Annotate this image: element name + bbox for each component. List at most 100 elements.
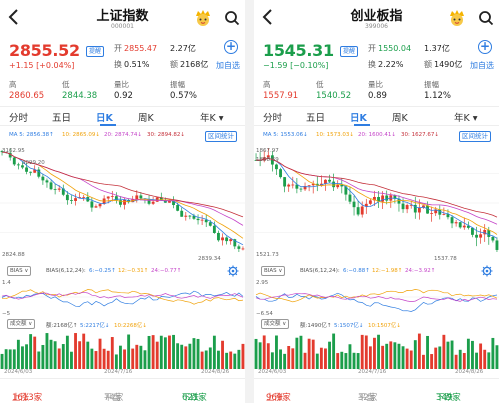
candle — [266, 155, 270, 158]
bias-chart[interactable]: 1.4 −5 — [0, 277, 245, 317]
candle — [495, 240, 499, 250]
tab-weekly-k[interactable]: 周K — [138, 113, 154, 124]
ratio-label: 量比 — [114, 80, 129, 89]
tab-five-day[interactable]: 五日 — [306, 113, 326, 124]
mascot-icon[interactable] — [194, 9, 212, 27]
gear-icon[interactable] — [227, 265, 239, 277]
volume-stat: 2.27亿 — [170, 44, 196, 53]
volume-bar — [57, 348, 61, 369]
alert-badge[interactable]: 提醒 — [340, 46, 359, 57]
axis-max-label: 1867.97 — [256, 148, 279, 154]
volume-bar — [110, 337, 114, 369]
candle — [114, 196, 118, 201]
volume-bar — [241, 343, 245, 369]
volume-selector[interactable]: 成交额 ∨ — [7, 319, 36, 329]
candle — [422, 205, 425, 208]
tab-daily-k[interactable]: 日K — [96, 113, 113, 124]
ratio-value: 0.89 — [368, 91, 387, 101]
period-low-label: 2839.34 — [198, 256, 221, 262]
volume-bar — [37, 351, 41, 369]
candle — [188, 215, 192, 217]
volume-ma10: 10:2268亿↓ — [114, 323, 147, 329]
bias-chart[interactable]: 2.95 −6.54 — [254, 277, 499, 317]
market-breadth: 上涨 969家 平盘 32家 下跌 349家 — [254, 378, 499, 403]
candle — [151, 201, 155, 204]
plus-circle-icon[interactable]: + — [478, 39, 492, 54]
volume-bar — [0, 353, 4, 369]
candle — [336, 184, 340, 188]
range-stats-button[interactable]: 区间统计 — [459, 131, 491, 142]
tab-five-day[interactable]: 五日 — [52, 113, 72, 124]
alert-badge[interactable]: 提醒 — [86, 46, 105, 57]
market-breadth: 上涨 1613家 平盘 74家 下跌 621家 — [0, 378, 245, 403]
volume-bar — [307, 338, 311, 369]
volume-bar — [192, 338, 196, 369]
date-axis: 2024/6/03 2024/7/16 2024/8/26 — [0, 369, 245, 377]
volume-bar — [303, 352, 307, 369]
add-watchlist-button[interactable]: 加自选 — [216, 61, 240, 70]
candle — [409, 204, 413, 206]
chevron-left-icon[interactable] — [7, 8, 21, 26]
volume-chart[interactable] — [0, 329, 245, 369]
mascot-icon[interactable] — [448, 9, 466, 27]
candle — [393, 195, 397, 199]
search-icon[interactable] — [224, 10, 240, 26]
tab-yearly-k[interactable]: 年K ▾ — [454, 113, 478, 124]
candle — [454, 222, 458, 224]
candle — [287, 184, 291, 187]
gear-icon[interactable] — [481, 265, 493, 277]
bias-line — [255, 292, 498, 302]
volume-bar — [41, 344, 45, 369]
volume-chart[interactable] — [254, 329, 499, 369]
candlestick-chart[interactable]: 1867.97 1858.69 1521.73 1537.78 — [254, 144, 499, 262]
tab-daily-k[interactable]: 日K — [350, 113, 367, 124]
bias-prefix: BIAS(6,12,24): — [46, 268, 86, 274]
ma5-value: MA 5: 2856.38↑ — [9, 132, 54, 138]
ma30-line — [255, 157, 498, 218]
tab-weekly-k[interactable]: 周K — [392, 113, 408, 124]
candle — [221, 237, 224, 241]
tab-yearly-k[interactable]: 年K ▾ — [200, 113, 224, 124]
volume-bar — [458, 349, 462, 369]
candle — [237, 246, 241, 249]
search-icon[interactable] — [478, 10, 494, 26]
candle — [147, 199, 151, 204]
volume-bar — [159, 335, 163, 369]
volume-bar — [397, 343, 401, 369]
bias-selector[interactable]: BIAS ∨ — [7, 266, 32, 276]
open-stat: 开 1550.04 — [368, 44, 412, 53]
volume-bar — [401, 346, 405, 369]
volume-bar — [426, 335, 429, 369]
volume-selector[interactable]: 成交额 ∨ — [261, 319, 290, 329]
header: 创业板指 399006 — [254, 0, 499, 36]
plus-circle-icon[interactable]: + — [224, 39, 238, 54]
high-label: 高 — [9, 80, 17, 89]
range-stats-button[interactable]: 区间统计 — [205, 131, 237, 142]
candle — [466, 225, 470, 228]
bias-selector[interactable]: BIAS ∨ — [261, 266, 286, 276]
period-tabs: 分时 五日 日K 周K 年K ▾ — [254, 106, 499, 126]
volume-bar — [393, 342, 397, 369]
tab-intraday[interactable]: 分时 — [263, 113, 283, 124]
volume-bar — [53, 341, 57, 369]
ma5-line — [1, 151, 244, 246]
candle — [299, 188, 303, 190]
candle — [373, 196, 376, 201]
chevron-left-icon[interactable] — [261, 8, 275, 26]
ma5-line — [255, 157, 498, 239]
volume-bar — [74, 333, 77, 369]
low-value: 1540.52 — [316, 91, 352, 101]
add-watchlist-button[interactable]: 加自选 — [470, 61, 494, 70]
tab-intraday[interactable]: 分时 — [9, 113, 29, 124]
date-label: 2024/7/16 — [104, 369, 133, 375]
volume-bar — [348, 344, 352, 369]
volume-bar — [135, 344, 139, 369]
candlestick-chart[interactable]: 3162.95 3099.20 2824.88 2839.34 — [0, 144, 245, 262]
price-change: +1.15 [+0.04%] — [9, 61, 75, 70]
candle — [487, 230, 491, 237]
candle — [82, 197, 86, 198]
volume-bar — [33, 336, 37, 369]
volume-bar — [102, 348, 106, 369]
bias-legend: BIAS(6,12,24): 6:−0.88↑ 12:−1.98↑ 24:−3.… — [254, 266, 499, 276]
